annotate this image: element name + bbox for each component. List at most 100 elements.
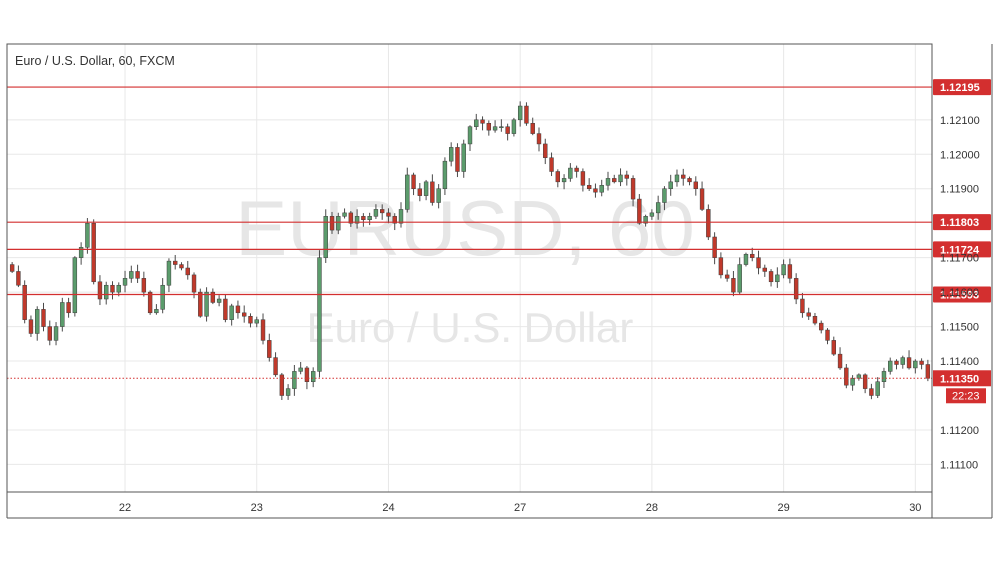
candle-up — [323, 216, 328, 258]
candle-up — [781, 264, 786, 276]
candle-down — [630, 178, 636, 200]
candle-up — [292, 371, 297, 389]
candle-up — [104, 284, 109, 300]
candle-down — [173, 260, 178, 265]
candle-down — [793, 278, 799, 300]
candle-down — [593, 188, 598, 193]
candle-down — [273, 357, 278, 376]
candle-down — [304, 367, 310, 382]
candle-down — [279, 374, 285, 396]
candle-down — [812, 315, 818, 324]
candle-up — [674, 174, 680, 183]
candle-up — [511, 119, 517, 134]
candle-down — [806, 312, 811, 317]
candle-down — [586, 185, 592, 189]
candle-up — [160, 284, 165, 310]
candle-up — [461, 143, 466, 172]
chart-title: Euro / U.S. Dollar, 60, FXCM — [15, 54, 175, 68]
candle-up — [875, 381, 880, 396]
candle-down — [837, 353, 843, 369]
candle-down — [894, 360, 899, 365]
candle-down — [141, 278, 147, 293]
candle-down — [693, 181, 698, 189]
candle-up — [35, 309, 40, 334]
candles — [9, 101, 931, 400]
candle-up — [204, 291, 209, 317]
y-tick-label: 1.11700 — [940, 253, 979, 265]
candle-down — [135, 271, 140, 279]
candle-up — [668, 181, 673, 189]
candle-up — [354, 216, 360, 224]
candle-down — [191, 274, 197, 293]
watermark-symbol: EURUSD, 60 — [235, 184, 694, 272]
candle-up — [398, 209, 404, 224]
resistance-support-levels: 1.12195 1.11803 1.11724 1.11593 1.11350 22:23 — [7, 79, 991, 404]
candle-up — [78, 247, 84, 258]
y-tick-label: 1.11500 — [940, 322, 979, 334]
candle-down — [9, 264, 15, 272]
candle-up — [423, 181, 429, 196]
candle-up — [618, 174, 623, 183]
candle-down — [524, 105, 529, 124]
candle-up — [568, 167, 573, 179]
candle-up — [373, 209, 379, 217]
last-price-label: 1.11350 — [940, 373, 979, 385]
candle-up — [317, 257, 322, 372]
candle-down — [762, 267, 767, 272]
candle-down — [768, 271, 774, 283]
candle-down — [455, 147, 460, 172]
y-tick-label: 1.12100 — [940, 115, 980, 127]
y-tick-label: 1.11100 — [940, 459, 978, 471]
candle-down — [574, 167, 579, 172]
candle-down — [862, 374, 868, 389]
candle-down — [844, 367, 849, 386]
candle-up — [737, 264, 742, 293]
candle-up — [405, 174, 410, 210]
candle-down — [267, 340, 272, 358]
candle-down — [505, 126, 510, 134]
x-tick-label: 27 — [514, 502, 526, 514]
candle-down — [185, 267, 190, 276]
candle-down — [16, 271, 21, 286]
candle-up — [888, 360, 893, 372]
candle-down — [580, 171, 586, 186]
x-tick-label: 23 — [251, 502, 263, 514]
candle-down — [637, 198, 642, 224]
chart-frame — [6, 43, 993, 519]
candle-down — [549, 157, 554, 172]
candle-down — [731, 278, 736, 293]
candle-up — [285, 388, 291, 396]
candle-down — [411, 174, 416, 189]
level-label-bg — [933, 241, 991, 258]
candle-down — [712, 236, 717, 258]
candle-down — [787, 264, 793, 279]
level-label: 1.12195 — [940, 82, 980, 94]
candle-down — [831, 340, 836, 355]
candle-down — [329, 216, 335, 231]
candle-down — [724, 274, 730, 279]
candle-down — [179, 264, 184, 269]
candle-up — [467, 126, 473, 145]
x-tick-label: 24 — [382, 502, 394, 514]
candle-down — [210, 291, 216, 303]
candle-down — [28, 319, 34, 334]
x-tick-label: 28 — [646, 502, 658, 514]
candle-up — [154, 309, 159, 314]
candle-up — [442, 160, 448, 189]
candle-up — [649, 212, 655, 217]
candle-up — [881, 371, 887, 382]
candle-up — [342, 212, 347, 217]
candle-up — [129, 271, 134, 279]
candle-down — [480, 119, 485, 124]
x-tick-label: 29 — [777, 502, 789, 514]
level-label-bg — [933, 79, 991, 96]
candle-down — [260, 319, 266, 341]
candle-down — [198, 291, 203, 317]
candle-up — [655, 202, 661, 214]
candle-up — [605, 178, 611, 186]
level-label: 1.11593 — [940, 290, 979, 302]
candle-up — [499, 126, 504, 128]
candle-down — [869, 388, 874, 396]
